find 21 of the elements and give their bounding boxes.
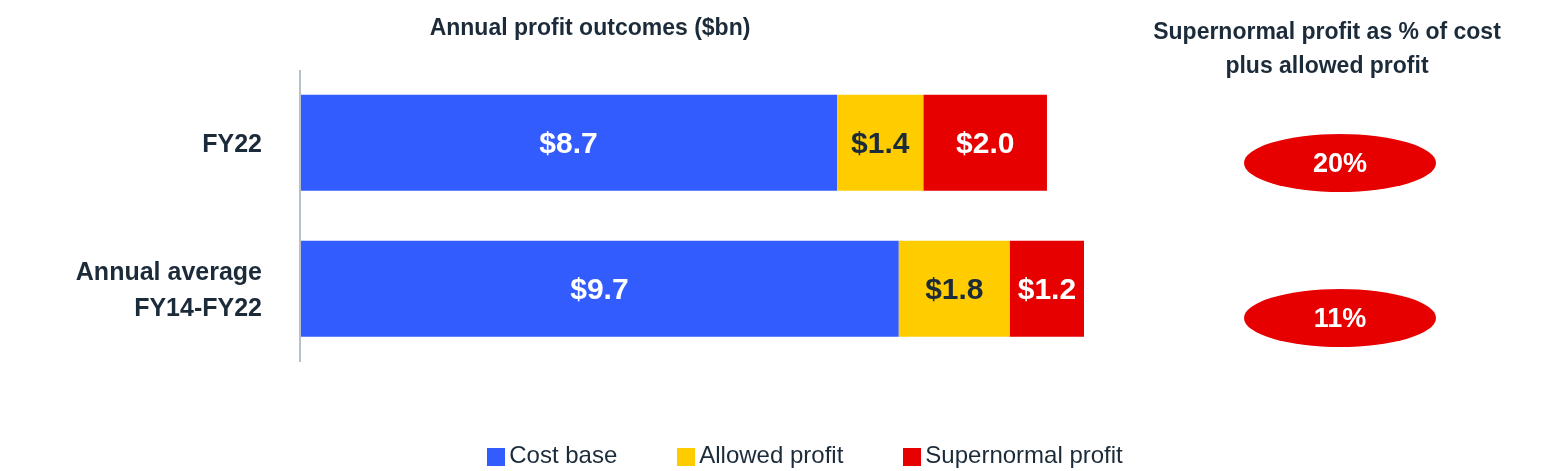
bar bbox=[300, 94, 838, 191]
data-label: $9.7 bbox=[570, 272, 629, 306]
text: Supernormal profit as % of cost plus allowed profit bbox=[1152, 17, 1502, 80]
text: 11% bbox=[1313, 303, 1367, 333]
legend-label: Allowed profit bbox=[699, 441, 844, 468]
data-label: $1.8 bbox=[925, 272, 984, 306]
data-label: $8.7 bbox=[539, 126, 598, 160]
y-tick-label: Annual average FY14-FY22 bbox=[75, 257, 263, 321]
text: 20% bbox=[1312, 148, 1368, 178]
bar bbox=[898, 240, 1010, 337]
y-tick-label: FY22 bbox=[202, 129, 262, 157]
bar bbox=[923, 94, 1047, 191]
bar bbox=[837, 94, 924, 191]
legend-label: Cost base bbox=[509, 441, 618, 468]
legend-label: Supernormal profit bbox=[925, 441, 1123, 468]
data-label: $1.4 bbox=[851, 126, 910, 160]
bar bbox=[300, 240, 899, 337]
chart-title: Annual profit outcomes ($bn) bbox=[428, 14, 752, 41]
data-label: $1.2 bbox=[1017, 272, 1077, 306]
data-label: $2.0 bbox=[956, 126, 1015, 160]
bar bbox=[1009, 240, 1084, 337]
